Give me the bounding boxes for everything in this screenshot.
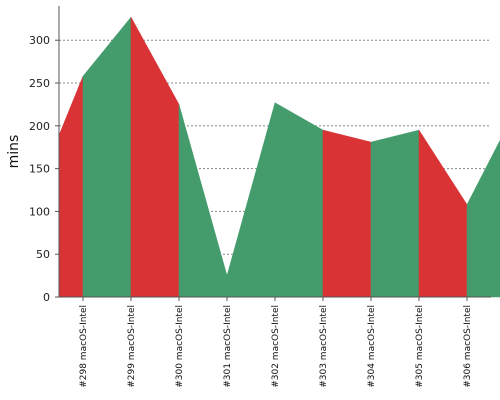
area-segment-build-304 — [322, 129, 372, 298]
y-tick-label: 50 — [36, 248, 50, 261]
x-tick-label: #302 macOS-Intel — [271, 305, 281, 388]
x-tick-label: #305 macOS-Intel — [415, 305, 425, 388]
x-tick-label: #299 macOS-Intel — [127, 305, 137, 388]
area-segment-build-305 — [370, 129, 420, 298]
x-tick-labels: #298 macOS-Intel #299 macOS-Intel #300 mac… — [79, 297, 473, 388]
y-axis-title: mins — [6, 135, 22, 169]
y-tick-label: 150 — [29, 163, 50, 176]
x-tick-label: #306 macOS-Intel — [463, 305, 473, 388]
x-tick-label: #304 macOS-Intel — [367, 305, 377, 388]
area-segment-build-300 — [130, 17, 180, 298]
area-segment-build-306 — [418, 129, 468, 298]
y-tick-label: 0 — [43, 291, 50, 304]
area-segment-build-302 — [226, 102, 276, 298]
x-tick-label: #298 macOS-Intel — [79, 305, 89, 388]
area-segment-build-301 — [178, 104, 228, 298]
area-segment-build-307 — [466, 139, 500, 298]
x-tick-label: #300 macOS-Intel — [175, 305, 185, 388]
x-tick-label: #303 macOS-Intel — [319, 305, 329, 388]
area-segment-build-303 — [274, 102, 324, 298]
y-tick-label: 100 — [29, 205, 50, 218]
y-tick-labels: 0 50 100 150 200 250 300 — [29, 34, 59, 304]
x-tick-label: #301 macOS-Intel — [223, 305, 233, 388]
y-tick-label: 250 — [29, 77, 50, 90]
y-tick-label: 300 — [29, 34, 50, 47]
y-tick-label: 200 — [29, 120, 50, 133]
area-series — [58, 16, 500, 298]
area-segment-build-299 — [82, 16, 132, 298]
area-segment-build-298 — [58, 76, 84, 298]
